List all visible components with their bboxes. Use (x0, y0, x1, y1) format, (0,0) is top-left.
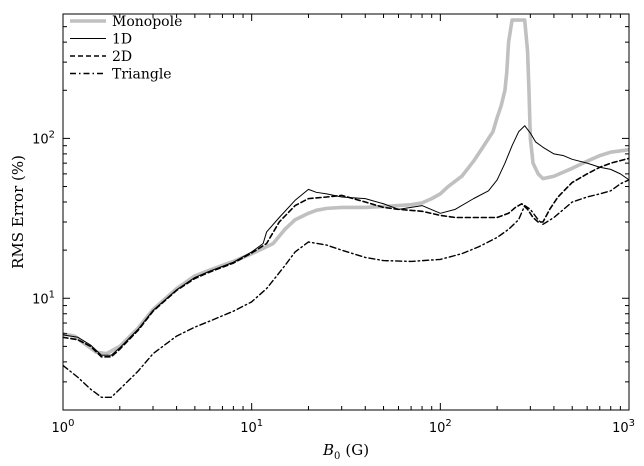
x-tick-label: 100 (52, 418, 75, 436)
x-tick-label: 101 (240, 418, 263, 436)
legend-item-monopole: Monopole (70, 14, 182, 30)
legend-item-1d: 1D (70, 32, 132, 48)
series-line-monopole (63, 18, 629, 356)
x-axis-label-unit: (G) (345, 441, 369, 459)
series-line-1d (63, 125, 629, 356)
x-tick-label: 103 (612, 418, 635, 436)
y-tick-label: 102 (32, 129, 55, 147)
x-axis-label-sub: 0 (334, 451, 340, 462)
legend-label: Monopole (112, 14, 182, 30)
label-layer: B0 (G) RMS Error (%) (9, 155, 369, 462)
legend-item-2d: 2D (70, 49, 132, 65)
legend-item-triangle: Triangle (70, 67, 172, 83)
series-line-2d (63, 157, 629, 358)
series-layer (63, 18, 629, 399)
x-axis-label-main: B (322, 441, 334, 459)
legend-label: Triangle (112, 67, 172, 83)
tick-layer: 100 101 102 103 101 102 (32, 13, 635, 436)
x-axis-label: B0 (G) (322, 441, 369, 462)
legend-label: 2D (112, 49, 132, 65)
series-line-triangle (63, 179, 629, 399)
x-tick-label: 102 (429, 418, 452, 436)
y-axis-label: RMS Error (%) (9, 155, 27, 269)
legend-label: 1D (112, 32, 132, 48)
plot-frame (62, 13, 630, 411)
y-tick-label: 101 (32, 289, 55, 307)
